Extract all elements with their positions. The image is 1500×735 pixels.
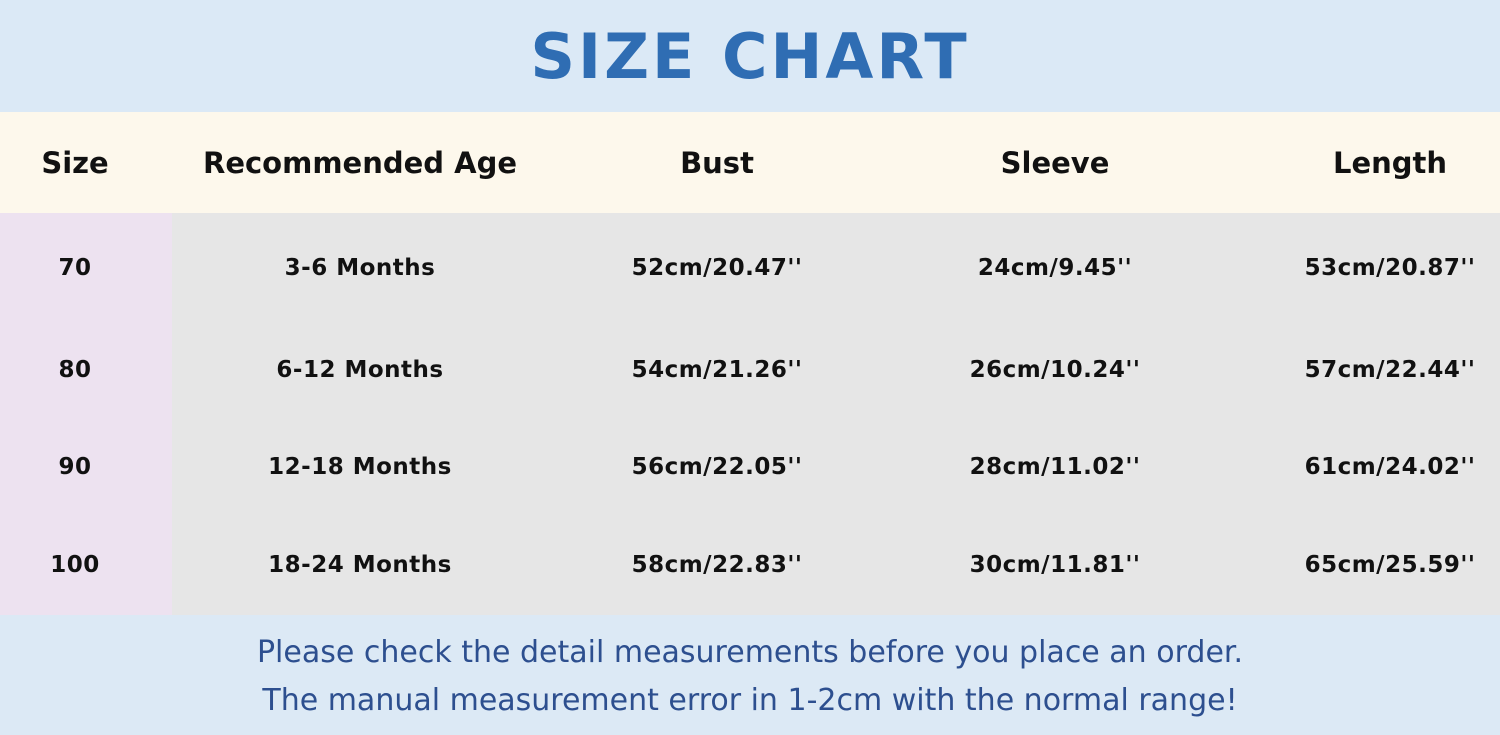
size-column-background: [0, 213, 172, 615]
header-bust: Bust: [680, 146, 754, 180]
cell-bust: 52cm/20.47'': [631, 255, 803, 281]
title-band: SIZE CHART: [0, 0, 1500, 112]
cell-bust: 54cm/21.26'': [631, 357, 803, 383]
cell-length: 61cm/24.02'': [1304, 454, 1476, 480]
footer-band: Please check the detail measurements bef…: [0, 615, 1500, 735]
header-age: Recommended Age: [202, 146, 518, 180]
table-header: [0, 112, 1500, 213]
cell-size: 80: [58, 357, 92, 383]
cell-age: 6-12 Months: [276, 357, 444, 383]
cell-length: 65cm/25.59'': [1304, 552, 1476, 578]
header-sleeve: Sleeve: [1000, 146, 1110, 180]
cell-sleeve: 24cm/9.45'': [977, 255, 1133, 281]
cell-size: 70: [58, 255, 92, 281]
cell-bust: 58cm/22.83'': [631, 552, 803, 578]
cell-length: 53cm/20.87'': [1304, 255, 1476, 281]
table-body: [0, 213, 1500, 615]
cell-sleeve: 28cm/11.02'': [969, 454, 1141, 480]
cell-age: 18-24 Months: [268, 552, 452, 578]
page-title: SIZE CHART: [530, 19, 970, 93]
cell-size: 100: [50, 552, 100, 578]
cell-length: 57cm/22.44'': [1304, 357, 1476, 383]
cell-age: 12-18 Months: [268, 454, 452, 480]
cell-size: 90: [58, 454, 92, 480]
cell-sleeve: 30cm/11.81'': [969, 552, 1141, 578]
cell-age: 3-6 Months: [284, 255, 436, 281]
footer-note-2: The manual measurement error in 1-2cm wi…: [262, 683, 1238, 718]
header-length: Length: [1332, 146, 1448, 180]
cell-sleeve: 26cm/10.24'': [969, 357, 1141, 383]
footer-note-1: Please check the detail measurements bef…: [256, 635, 1244, 670]
cell-bust: 56cm/22.05'': [631, 454, 803, 480]
header-size: Size: [41, 146, 109, 180]
